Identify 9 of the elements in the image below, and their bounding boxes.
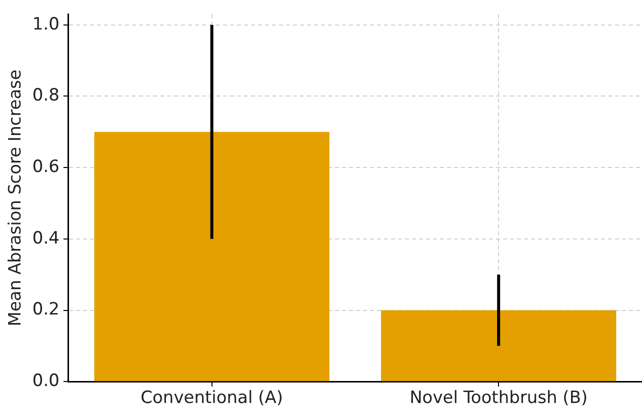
x-tick-label: Novel Toothbrush (B) [410, 388, 588, 408]
y-tick-label: 0.0 [32, 371, 60, 392]
y-tick-label: 0.8 [32, 86, 60, 106]
y-axis-title: Mean Abrasion Score Increase [6, 70, 26, 326]
y-tick-label: 0.6 [32, 157, 60, 177]
y-tick-label: 1.0 [32, 14, 60, 34]
y-tick-label: 0.4 [32, 228, 60, 248]
x-tick-label: Conventional (A) [140, 388, 283, 408]
y-tick-label: 0.2 [32, 300, 60, 320]
